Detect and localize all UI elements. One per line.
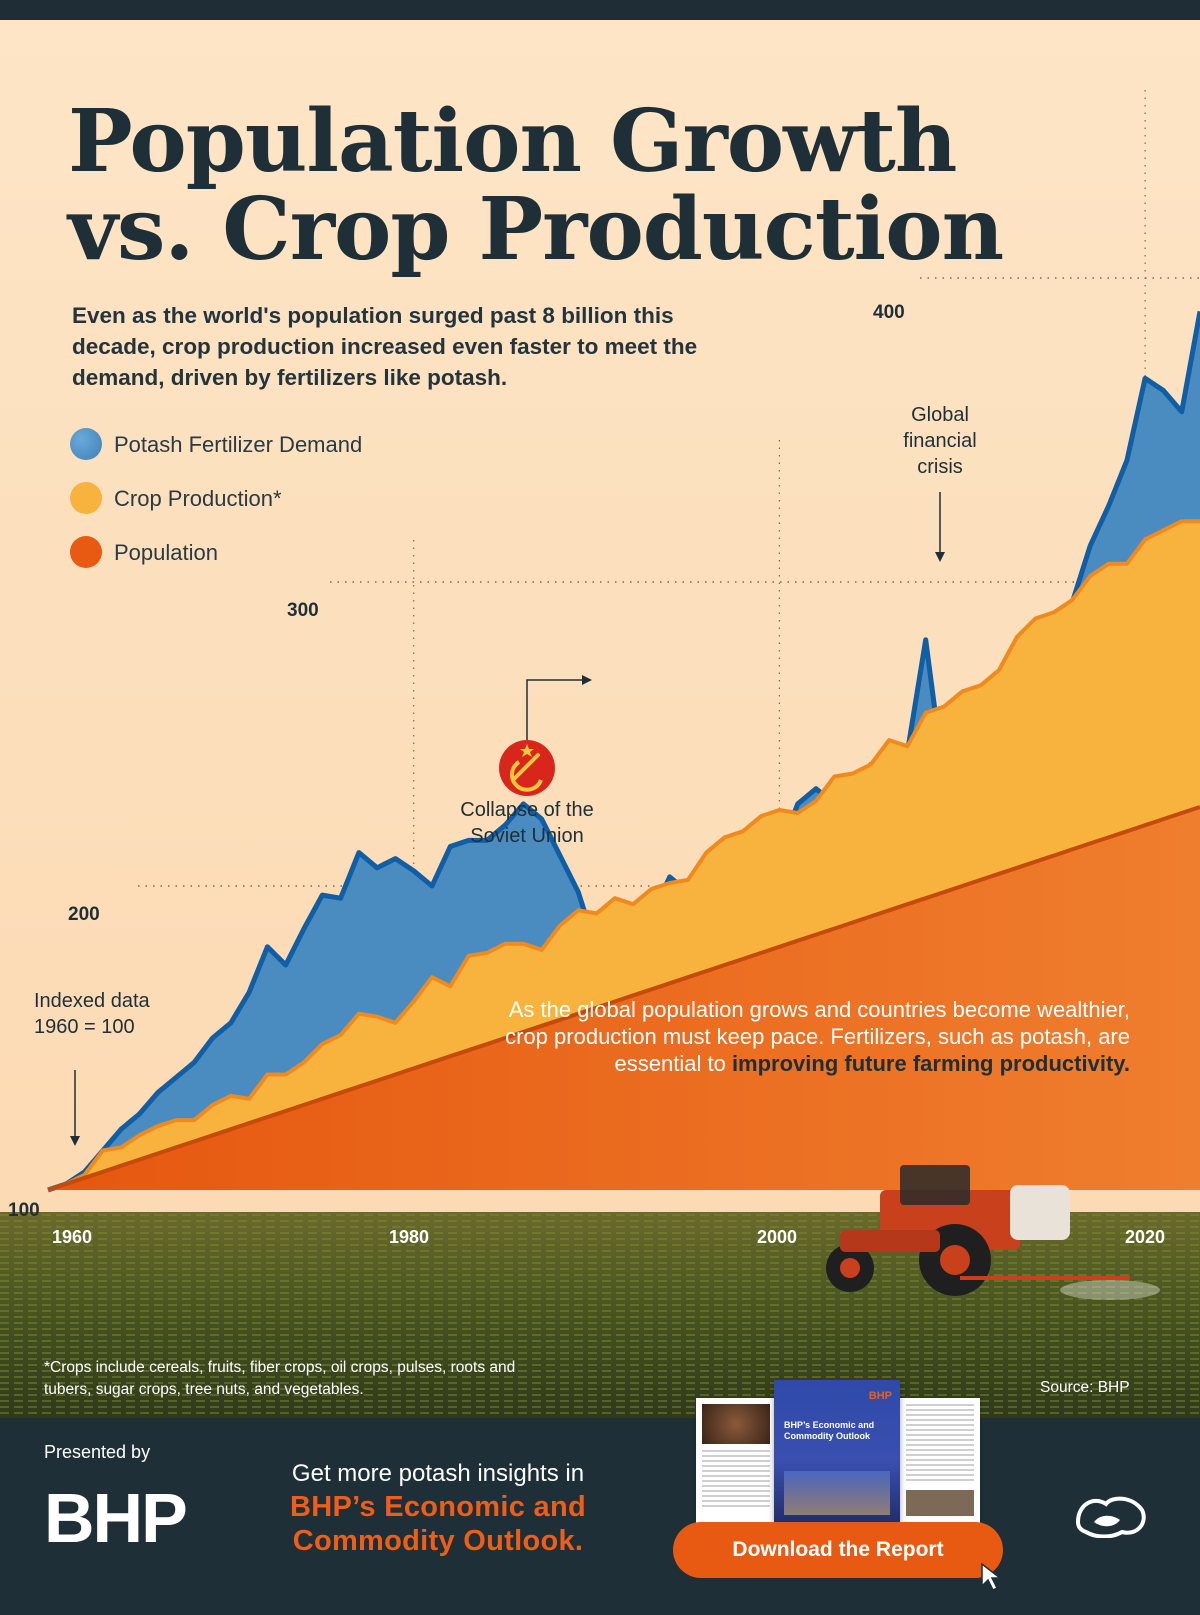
cta-line2[interactable]: BHP’s Economic and Commodity Outlook.: [290, 1491, 586, 1557]
y-tick-400: 400: [873, 302, 905, 323]
annotation-line: Soviet Union: [470, 825, 584, 847]
line-population: [47, 805, 1200, 1192]
report-page-right: [900, 1398, 980, 1523]
context-note-text: As the global population grows and count…: [505, 997, 1130, 1076]
data-areas: [47, 310, 1200, 1193]
annotation-line: 1960 = 100: [34, 1016, 135, 1038]
annotation-line: financial: [903, 430, 977, 452]
legend-dot-population: [70, 536, 102, 568]
download-report-button[interactable]: Download the Report: [673, 1522, 1003, 1578]
page-subtitle: Even as the world's population surged pa…: [72, 303, 698, 390]
y-tick-200: 200: [68, 904, 100, 925]
annotation-arrows: [70, 492, 945, 1146]
legend-dot-crop: [70, 482, 102, 514]
legend-label: Crop Production*: [114, 486, 282, 511]
presented-by-label: Presented by: [44, 1442, 151, 1462]
tractor-illustration: [826, 1165, 1160, 1300]
indexed-data-annotation: Indexed data 1960 = 100: [34, 988, 164, 1040]
hammer-sickle-icon: [499, 740, 555, 796]
legend-label: Potash Fertilizer Demand: [114, 432, 363, 457]
top-bar: [0, 0, 1200, 20]
page-title: Population Growth vs. Crop Production: [68, 91, 1004, 280]
bhp-logo[interactable]: BHP: [44, 1479, 188, 1557]
x-tick-1980: 1980: [389, 1227, 430, 1247]
visual-capitalist-logo-icon: [1075, 1496, 1146, 1538]
annotation-line: Global: [911, 404, 969, 426]
context-note: As the global population grows and count…: [500, 996, 1130, 1077]
footer: [0, 1418, 1200, 1615]
report-cover-title: BHP’s Economic and Commodity Outlook: [784, 1420, 875, 1441]
report-cover: BHP BHP’s Economic and Commodity Outlook: [774, 1380, 900, 1525]
cursor-icon: [981, 1562, 1003, 1592]
annotation-line: Indexed data: [34, 990, 150, 1012]
annotation-line: crisis: [917, 456, 963, 478]
report-cover-brand: BHP: [868, 1390, 892, 1402]
chart: [0, 20, 1200, 1418]
financial-crisis-annotation: Global financial crisis: [880, 402, 1000, 480]
report-preview[interactable]: BHP BHP’s Economic and Commodity Outlook: [696, 1380, 982, 1525]
y-tick-300: 300: [287, 600, 319, 621]
annotation-line: Collapse of the: [460, 799, 594, 821]
cta-line1: Get more potash insights in: [291, 1460, 585, 1487]
legend-dot-potash: [70, 428, 102, 460]
y-tick-100: 100: [8, 1200, 40, 1221]
x-tick-2000: 2000: [757, 1227, 798, 1247]
x-tick-1960: 1960: [52, 1227, 93, 1247]
source-label: Source: BHP: [1040, 1379, 1130, 1396]
context-note-bold: improving future farming productivity.: [731, 1051, 1130, 1076]
soviet-collapse-annotation: Collapse of the Soviet Union: [432, 797, 622, 849]
report-page-left: [696, 1398, 776, 1523]
footnote: *Crops include cereals, fruits, fiber cr…: [44, 1359, 516, 1398]
x-tick-2020: 2020: [1125, 1227, 1166, 1247]
legend-label: Population: [114, 540, 218, 565]
line-crop-production: [47, 519, 1200, 1192]
